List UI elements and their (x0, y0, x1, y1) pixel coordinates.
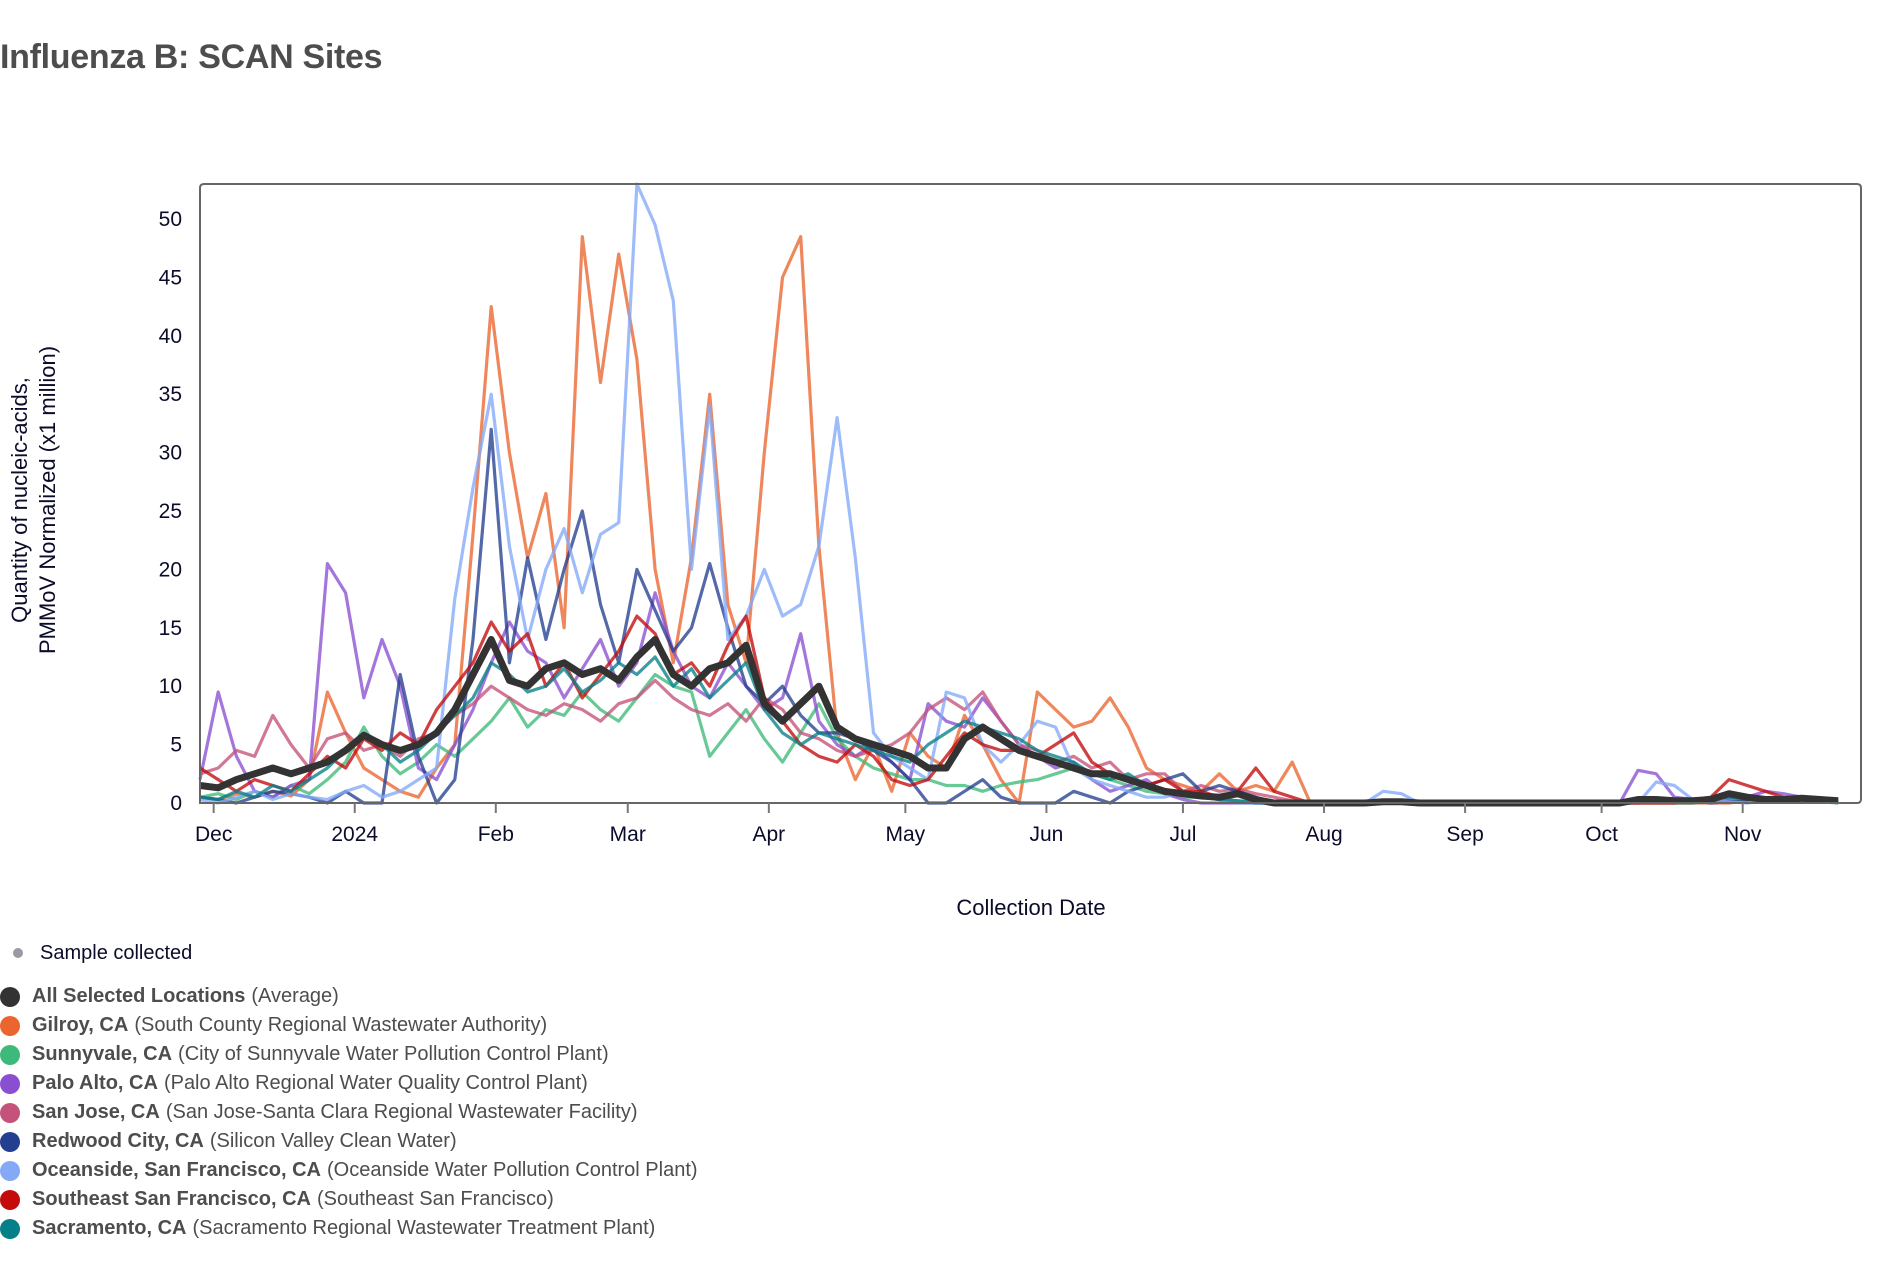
plot-border (199, 183, 1862, 804)
legend-item-oceanside-san-francisco-ca[interactable]: Oceanside, San Francisco, CA (Oceanside W… (0, 1156, 698, 1185)
sample-dot-icon (13, 948, 23, 958)
legend-facility-name: (Silicon Valley Clean Water) (209, 1130, 457, 1152)
legend-site-name: All Selected Locations (32, 985, 246, 1007)
legend-facility-name: (City of Sunnyvale Water Pollution Contr… (178, 1043, 609, 1065)
legend-color-dot-icon (0, 1189, 20, 1210)
legend-site-name: Southeast San Francisco, CA (32, 1188, 311, 1210)
series-line-all-selected-locations[interactable] (199, 636, 1839, 807)
chart-title: Influenza B: SCAN Sites (0, 38, 383, 76)
y-tick-label: 20 (159, 558, 182, 581)
x-tick-label: Dec (195, 823, 232, 846)
x-tick-label: Mar (610, 823, 646, 846)
legend-facility-name: (Palo Alto Regional Water Quality Contro… (163, 1072, 588, 1094)
x-tick-label: Jun (1029, 823, 1063, 846)
legend-facility-name: (South County Regional Wastewater Author… (134, 1014, 548, 1036)
x-tick-label: May (886, 823, 926, 846)
legend-sample-label: Sample collected (40, 941, 193, 964)
legend-color-dot-icon (0, 1160, 20, 1181)
legend-facility-name: (Southeast San Francisco) (316, 1188, 554, 1210)
x-tick-label: Feb (478, 823, 514, 846)
legend-color-dot-icon (0, 1131, 20, 1152)
legend-site-name: Redwood City, CA (32, 1130, 204, 1152)
legend-facility-name: (Average) (251, 985, 339, 1007)
y-tick-label: 25 (159, 500, 182, 523)
legend-site-name: Palo Alto, CA (32, 1072, 158, 1094)
legend-facility-name: (Oceanside Water Pollution Control Plant… (327, 1159, 698, 1181)
y-tick-label: 10 (159, 675, 182, 698)
legend-item-southeast-san-francisco-ca[interactable]: Southeast San Francisco, CA (Southeast Sa… (0, 1185, 698, 1214)
legend-color-dot-icon (0, 1044, 20, 1065)
x-tick-label: Oct (1585, 823, 1618, 846)
line-chart: 0 5 10 15 20 25 30 35 40 45 50 Dec 2024 Feb Mar Apr May… (7, 182, 1862, 920)
legend-site-name: Sunnyvale, CA (32, 1043, 173, 1065)
legend-item-all-selected-locations[interactable]: All Selected Locations (Average) (0, 982, 698, 1011)
y-axis: 0 5 10 15 20 25 30 35 40 45 50 (159, 208, 182, 815)
legend-site-name: San Jose, CA (32, 1101, 160, 1123)
x-axis-title: Collection Date (956, 895, 1105, 920)
legend-item-palo-alto-ca[interactable]: Palo Alto, CA (Palo Alto Regional Water Q… (0, 1069, 698, 1098)
x-tick-label: Nov (1724, 823, 1762, 846)
x-tick-label: Aug (1305, 823, 1342, 846)
legend-site-name: Oceanside, San Francisco, CA (32, 1159, 321, 1181)
legend-color-dot-icon (0, 1102, 20, 1123)
y-tick-label: 30 (159, 442, 182, 465)
legend-color-dot-icon (0, 1218, 20, 1239)
legend-sample-collected: Sample collected (0, 938, 698, 968)
x-tick-label: Apr (752, 823, 785, 846)
legend-site-name: Gilroy, CA (32, 1014, 129, 1036)
legend-facility-name: (Sacramento Regional Wastewater Treatmen… (192, 1217, 656, 1239)
y-axis-title-line2: PMMoV Normalized (x1 million) (35, 346, 60, 654)
y-tick-label: 45 (159, 266, 182, 289)
y-tick-label: 35 (159, 383, 182, 406)
series-line-oceanside-san-francisco-ca[interactable] (199, 182, 1839, 805)
y-tick-label: 15 (159, 617, 182, 640)
legend-item-sunnyvale-ca[interactable]: Sunnyvale, CA (City of Sunnyvale Water Po… (0, 1040, 698, 1069)
legend-item-sacramento-ca[interactable]: Sacramento, CA (Sacramento Regional Waste… (0, 1214, 698, 1243)
legend-color-dot-icon (0, 986, 20, 1007)
legend-item-redwood-city-ca[interactable]: Redwood City, CA (Silicon Valley Clean Wa… (0, 1127, 698, 1156)
y-tick-label: 40 (159, 325, 182, 348)
x-tick-label: 2024 (331, 823, 378, 846)
legend: Sample collected All Selected Locations(… (0, 938, 698, 1243)
legend-facility-name: (San Jose-Santa Clara Regional Wastewate… (165, 1101, 638, 1123)
legend-items: All Selected Locations (Average) Gilroy, C… (0, 982, 698, 1243)
y-tick-label: 50 (159, 208, 182, 231)
legend-color-dot-icon (0, 1073, 20, 1094)
series-line-southeast-san-francisco-ca[interactable] (199, 614, 1839, 805)
series-lines (198, 182, 1839, 807)
y-tick-label: 0 (170, 792, 182, 815)
legend-color-dot-icon (0, 1015, 20, 1036)
x-tick-label: Sep (1446, 823, 1483, 846)
y-tick-label: 5 (170, 734, 182, 757)
legend-site-name: Sacramento, CA (32, 1217, 187, 1239)
x-tick-label: Jul (1170, 823, 1197, 846)
legend-item-gilroy-ca[interactable]: Gilroy, CA (South County Regional Wastewa… (0, 1011, 698, 1040)
legend-item-san-jose-ca[interactable]: San Jose, CA (San Jose-Santa Clara Region… (0, 1098, 698, 1127)
x-axis: Dec 2024 Feb Mar Apr May Jun Jul Aug Sep Oct Nov (195, 803, 1762, 846)
plot-frame (199, 183, 1862, 804)
y-axis-title-line1: Quantity of nucleic-acids, (7, 377, 32, 623)
